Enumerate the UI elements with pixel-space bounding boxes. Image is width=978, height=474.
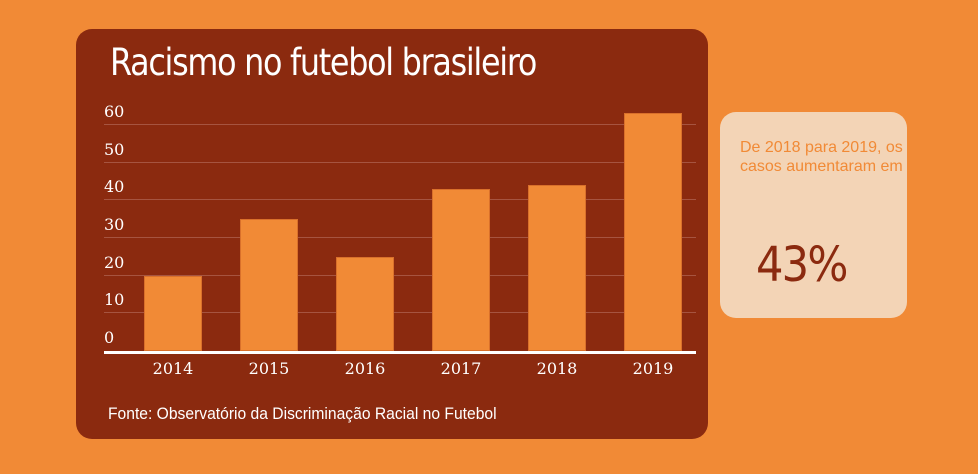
bar-2017 [432,188,490,351]
y-tick-label: 20 [104,252,125,272]
gridline [104,161,696,163]
y-tick-label: 40 [104,177,125,197]
chart-panel: Racismo no futebol brasileiro 0 10 20 30 40 5… [76,29,708,439]
gridline [104,199,696,201]
x-tick-label: 2014 [152,359,194,378]
bar-2016 [336,256,394,351]
callout-value: 43% [756,237,848,293]
gridline [104,274,696,276]
x-tick-label: 2015 [248,359,290,378]
x-tick-label: 2019 [632,359,674,378]
bar-2019 [624,113,682,351]
y-tick-label: 60 [104,101,125,121]
gridline [104,312,696,314]
bar-2015 [240,219,298,351]
source-note: Fonte: Observatório da Discriminação Rac… [108,404,497,423]
y-tick-label: 50 [104,139,125,159]
x-axis-line [104,351,696,354]
y-tick-label: 30 [104,214,125,234]
gridline [104,236,696,238]
callout-box: De 2018 para 2019, os casos aumentaram e… [720,112,907,318]
x-tick-label: 2017 [440,359,482,378]
x-tick-label: 2016 [344,359,386,378]
bar-2014 [144,275,202,351]
callout-text: De 2018 para 2019, os casos aumentaram e… [740,139,903,175]
x-tick-label: 2018 [536,359,578,378]
gridline [104,123,696,125]
chart-title: Racismo no futebol brasileiro [110,41,537,84]
y-tick-label: 0 [104,328,115,347]
bar-2018 [528,185,586,351]
y-tick-label: 10 [104,290,125,310]
